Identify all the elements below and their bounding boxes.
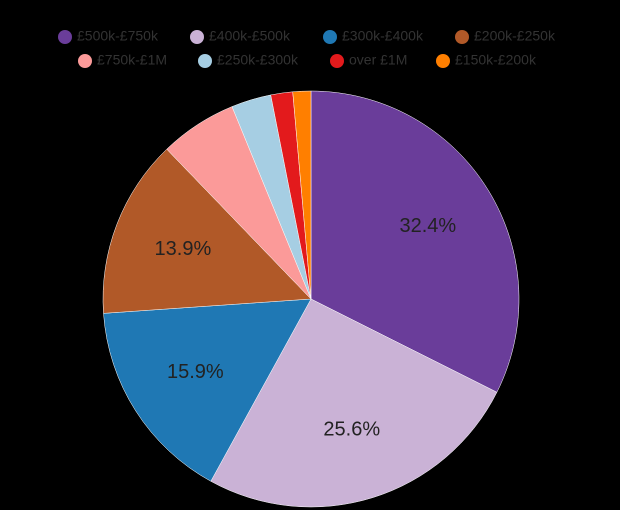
legend-label: £750k-£1M: [97, 52, 167, 68]
legend-marker: [323, 30, 337, 44]
legend-marker: [190, 30, 204, 44]
pie-slice: [310, 90, 520, 393]
slice-label: 15.9%: [167, 361, 224, 383]
pie-slice: [103, 298, 312, 482]
legend-marker: [436, 54, 450, 68]
legend-label: over £1M: [349, 52, 407, 68]
pie-slice: [292, 90, 312, 300]
legend-label: £400k-£500k: [209, 28, 291, 44]
legend-label: £500k-£750k: [77, 28, 159, 44]
legend-label: £300k-£400k: [342, 28, 424, 44]
legend-marker: [198, 54, 212, 68]
legend-marker: [78, 54, 92, 68]
legend-label: £250k-£300k: [217, 52, 299, 68]
pie-slice: [210, 298, 498, 508]
legend-marker: [455, 30, 469, 44]
slice-label: 25.6%: [323, 418, 380, 440]
legend-label: £150k-£200k: [455, 52, 537, 68]
legend-marker: [330, 54, 344, 68]
legend-marker: [58, 30, 72, 44]
pie-slice: [102, 148, 312, 314]
legend-label: £200k-£250k: [474, 28, 556, 44]
slice-label: 32.4%: [399, 215, 456, 237]
slice-label: 13.9%: [155, 238, 212, 260]
